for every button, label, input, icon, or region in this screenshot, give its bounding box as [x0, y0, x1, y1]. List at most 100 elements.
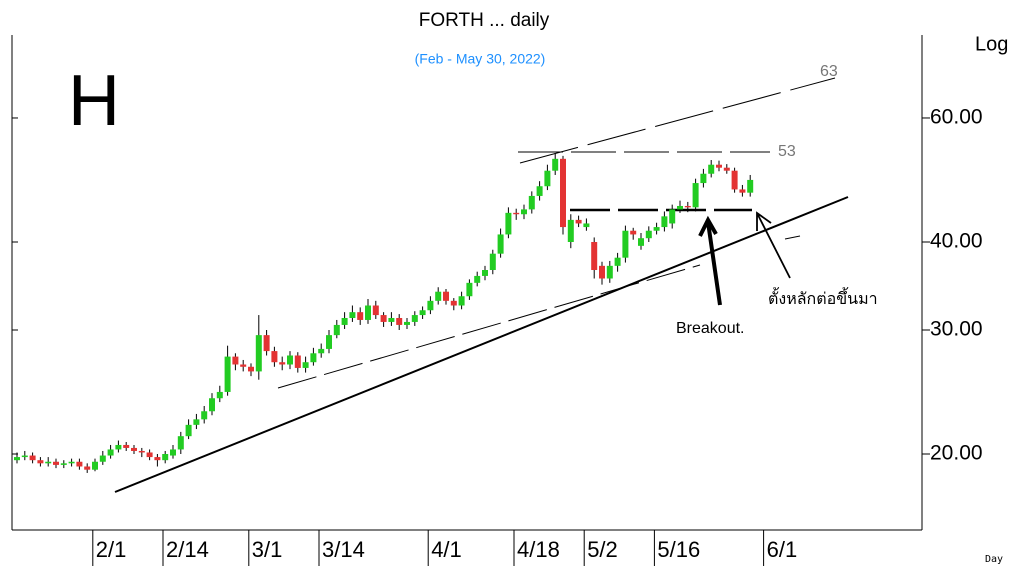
- candle-body: [138, 450, 145, 453]
- candle-body: [60, 463, 67, 465]
- lower-dashed-line: [277, 264, 701, 389]
- candle-body: [341, 317, 348, 325]
- x-tick-label: 3/1: [252, 537, 283, 562]
- candle-body: [497, 234, 504, 254]
- trend-lines: [114, 77, 849, 493]
- candle-body: [700, 173, 707, 184]
- candle-body: [723, 167, 730, 171]
- candle-body: [739, 189, 746, 193]
- lower-dashed-end: [784, 235, 801, 240]
- candle-body: [653, 227, 660, 231]
- candle-body: [185, 424, 192, 437]
- level-label: 53: [778, 143, 796, 160]
- y-tick-label: 20.00: [930, 442, 983, 465]
- candle-body: [474, 275, 481, 283]
- x-tick-label: 4/18: [517, 537, 560, 562]
- candle-body: [505, 212, 512, 235]
- candle-body: [552, 158, 559, 171]
- candle-body: [333, 324, 340, 336]
- candle-body: [677, 205, 683, 210]
- candle-body: [216, 391, 223, 399]
- candle-body: [575, 219, 582, 224]
- candle-body: [357, 312, 364, 320]
- candle-body: [45, 461, 52, 464]
- candle-body: [482, 270, 488, 276]
- candle-body: [318, 348, 325, 354]
- y-tick-label: 30.00: [930, 318, 983, 341]
- candle-body: [560, 158, 566, 228]
- candle-body: [365, 305, 371, 320]
- candle-body: [638, 238, 644, 246]
- candle-body: [68, 461, 75, 464]
- candle-body: [29, 455, 36, 461]
- candle-body: [614, 257, 621, 266]
- candle-body: [170, 449, 176, 456]
- candle-body: [294, 355, 301, 368]
- candle-body: [544, 170, 551, 187]
- breakout-arrow: [698, 215, 722, 306]
- upper-channel-line: [519, 77, 836, 164]
- x-tick-label: 5/2: [587, 537, 618, 562]
- candle-body: [708, 164, 715, 174]
- candle-body: [380, 315, 387, 322]
- candle-body: [513, 212, 520, 215]
- candle-body: [731, 170, 738, 190]
- candle-body: [427, 300, 434, 311]
- candle-body: [107, 449, 114, 456]
- y-axis-label: Log: [975, 33, 1008, 55]
- candle-body: [684, 205, 691, 208]
- y-tick-label: 40.00: [930, 230, 983, 253]
- candle-body: [661, 216, 668, 228]
- candle-body: [302, 362, 309, 368]
- candle-body: [489, 253, 496, 271]
- candle-body: [99, 455, 106, 462]
- candle-body: [84, 466, 91, 470]
- candle-body: [14, 457, 20, 461]
- x-tick-label: 4/1: [431, 537, 462, 562]
- candle-body: [123, 444, 130, 448]
- candle-body: [177, 436, 184, 450]
- y-tick-label: 60.00: [930, 106, 983, 129]
- candle-body: [201, 411, 208, 420]
- candle-body: [645, 230, 652, 239]
- candle-body: [528, 195, 535, 210]
- candle-body: [466, 282, 473, 297]
- candle-body: [37, 460, 44, 464]
- candle-body: [53, 461, 59, 465]
- candle-body: [404, 321, 410, 325]
- candle-body: [372, 305, 379, 316]
- x-tick-label: 2/1: [96, 537, 127, 562]
- candle-body: [255, 335, 262, 372]
- candle-body: [419, 310, 426, 316]
- candle-body: [21, 455, 28, 458]
- candle-body: [583, 223, 590, 228]
- candle-body: [606, 265, 613, 279]
- candle-body: [131, 447, 137, 451]
- thai-note: ตั้งหลักต่อขึ้นมา: [768, 287, 878, 308]
- pattern-letter: H: [68, 61, 120, 141]
- candle-body: [692, 183, 699, 208]
- candle-body: [411, 315, 418, 322]
- candle-body: [209, 398, 215, 412]
- candle-body: [599, 265, 605, 279]
- candle-body: [232, 356, 239, 365]
- candle-body: [248, 366, 254, 372]
- candle-body: [287, 355, 293, 365]
- candle-body: [349, 312, 356, 318]
- candle-body: [271, 351, 278, 363]
- level-label: 63: [820, 63, 838, 80]
- candle-body: [716, 164, 722, 168]
- x-axis-label: Day: [985, 554, 1003, 565]
- candle-body: [521, 209, 527, 215]
- candle-body: [591, 241, 598, 271]
- x-tick-label: 6/1: [767, 537, 798, 562]
- breakout-note: Breakout.: [676, 320, 744, 337]
- candle-body: [443, 291, 449, 301]
- candle-body: [115, 444, 122, 450]
- candle-body: [326, 335, 332, 349]
- support-trend-line: [114, 196, 849, 493]
- continuation-arrow: [756, 211, 791, 279]
- candle-body: [669, 209, 676, 224]
